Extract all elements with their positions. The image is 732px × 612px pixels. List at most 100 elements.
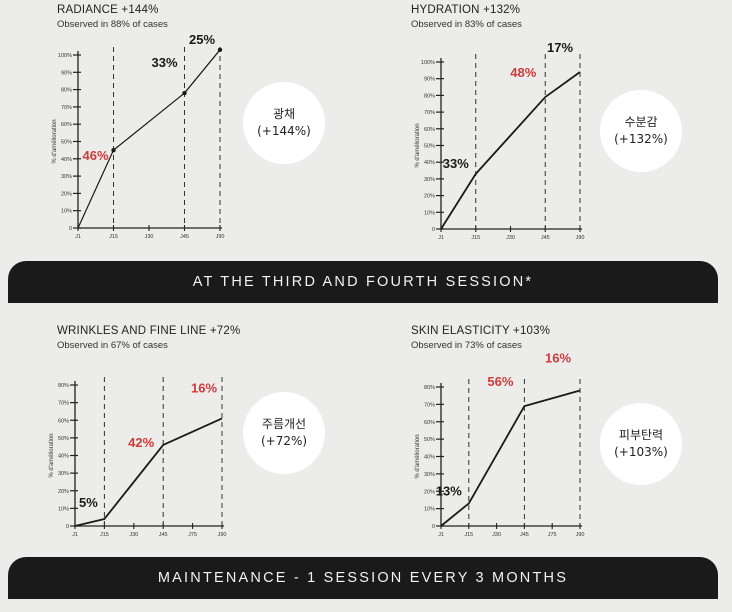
y-tick-label: 50%	[424, 437, 435, 443]
data-label: 33%	[443, 156, 469, 171]
data-label: 16%	[191, 380, 217, 395]
y-tick-label: 90%	[61, 70, 72, 76]
y-tick-label: 60%	[58, 418, 69, 424]
y-tick-label: 20%	[58, 489, 69, 495]
radiance-chart: 0 10% 20% 30% 40% 50% 60% 70% 80% 90% 100% % d'amél…	[52, 32, 225, 240]
y-axis-title: % d'amélioration	[415, 123, 421, 167]
elasticity-subtitle: Observed in 73% of cases	[411, 340, 522, 351]
y-tick-label: 10%	[424, 507, 435, 513]
series-line	[440, 71, 581, 230]
x-tick-label: J75	[188, 532, 197, 538]
y-tick-label: 30%	[424, 177, 435, 183]
y-tick-label: 60%	[424, 127, 435, 133]
y-tick-label: 0	[432, 227, 435, 233]
y-axis-title: % d'amélioration	[415, 434, 421, 478]
data-label: 33%	[151, 55, 177, 70]
x-tick-label: J45	[159, 532, 168, 538]
y-tick-label: 10%	[61, 209, 72, 215]
x-tick-label: J90	[576, 235, 585, 241]
data-label: 13%	[436, 483, 462, 498]
x-tick-label: J45	[520, 532, 529, 538]
session-banner: AT THE THIRD AND FOURTH SESSION*	[8, 261, 718, 303]
elasticity-badge-korean: 피부탄력	[618, 428, 664, 442]
x-tick-label: J15	[464, 532, 473, 538]
y-tick-label: 30%	[58, 471, 69, 477]
y-axis-title: % d'amélioration	[52, 119, 58, 163]
y-tick-label: 80%	[61, 88, 72, 94]
y-tick-label: 30%	[61, 174, 72, 180]
x-tick-label: J90	[218, 532, 227, 538]
x-tick-label: J45	[541, 235, 550, 241]
wrinkles-title: WRINKLES AND FINE LINE +72%	[57, 325, 241, 337]
y-tick-label: 40%	[424, 455, 435, 461]
elasticity-badge-percent: (+103%)	[614, 445, 668, 459]
y-tick-label: 80%	[424, 93, 435, 99]
maintenance-banner: MAINTENANCE - 1 SESSION EVERY 3 MONTHS	[8, 557, 718, 599]
data-point	[182, 90, 187, 96]
hydration-badge-percent: (+132%)	[614, 132, 668, 146]
y-tick-label: 20%	[424, 489, 435, 495]
x-tick-label: J30	[492, 532, 501, 538]
hydration-chart: 0 10% 20% 30% 40% 50% 60% 70% 80% 90% 100% % d'amél…	[415, 40, 585, 241]
x-tick-label: J1	[438, 235, 444, 241]
y-tick-label: 100%	[421, 60, 435, 66]
x-tick-label: J90	[576, 532, 585, 538]
y-tick-label: 70%	[58, 401, 69, 407]
y-tick-label: 40%	[61, 157, 72, 163]
data-label: 25%	[189, 32, 215, 47]
y-tick-label: 40%	[424, 160, 435, 166]
y-tick-label: 50%	[61, 140, 72, 146]
x-tick-label: J15	[471, 235, 480, 241]
elasticity-chart: 0 10% 20% 30% 40% 50% 60% 70% 80% % d'amélioratio…	[415, 350, 585, 538]
y-tick-label: 20%	[424, 194, 435, 200]
hydration-badge: 수분감 (+132%)	[600, 90, 682, 172]
y-tick-label: 80%	[424, 385, 435, 391]
y-tick-label: 0	[432, 524, 435, 530]
data-label: 5%	[79, 495, 98, 510]
y-tick-label: 10%	[424, 210, 435, 216]
hydration-badge-korean: 수분감	[624, 115, 658, 129]
wrinkles-badge-korean: 주름개선	[261, 417, 307, 431]
data-label: 16%	[545, 350, 571, 365]
y-tick-label: 70%	[424, 402, 435, 408]
wrinkles-badge: 주름개선 (+72%)	[243, 392, 325, 474]
y-tick-label: 90%	[424, 77, 435, 83]
y-tick-label: 70%	[61, 105, 72, 111]
hydration-title: HYDRATION +132%	[411, 4, 521, 16]
y-tick-label: 0	[66, 524, 69, 530]
y-tick-label: 0	[69, 226, 72, 232]
data-label: 48%	[510, 65, 536, 80]
y-tick-label: 70%	[424, 110, 435, 116]
y-tick-label: 60%	[61, 122, 72, 128]
x-tick-label: J1	[72, 532, 78, 538]
elasticity-title: SKIN ELASTICITY +103%	[411, 325, 551, 337]
elasticity-badge: 피부탄력 (+103%)	[600, 403, 682, 485]
radiance-badge: 광채 (+144%)	[243, 82, 325, 164]
y-tick-label: 20%	[61, 191, 72, 197]
series-line	[77, 49, 221, 229]
y-tick-label: 40%	[58, 454, 69, 460]
data-label: 46%	[82, 148, 108, 163]
x-tick-label: J30	[145, 234, 154, 240]
y-tick-label: 80%	[58, 383, 69, 389]
data-label: 42%	[128, 435, 154, 450]
x-tick-label: J45	[180, 234, 189, 240]
x-tick-label: J30	[506, 235, 515, 241]
radiance-badge-percent: (+144%)	[257, 124, 311, 138]
x-tick-label: J30	[129, 532, 138, 538]
y-tick-label: 30%	[424, 472, 435, 478]
y-tick-label: 10%	[58, 506, 69, 512]
y-axis-title: % d'amélioration	[49, 433, 55, 477]
radiance-badge-korean: 광채	[272, 107, 296, 121]
x-tick-label: J90	[216, 234, 225, 240]
radiance-title: RADIANCE +144%	[57, 4, 159, 16]
y-tick-label: 60%	[424, 420, 435, 426]
y-tick-label: 50%	[58, 436, 69, 442]
data-point	[111, 147, 116, 153]
wrinkles-badge-percent: (+72%)	[260, 434, 308, 448]
series-line	[74, 417, 223, 527]
series-line	[440, 389, 581, 527]
data-label: 17%	[547, 40, 573, 55]
wrinkles-subtitle: Observed in 67% of cases	[57, 340, 168, 351]
x-tick-label: J15	[100, 532, 109, 538]
